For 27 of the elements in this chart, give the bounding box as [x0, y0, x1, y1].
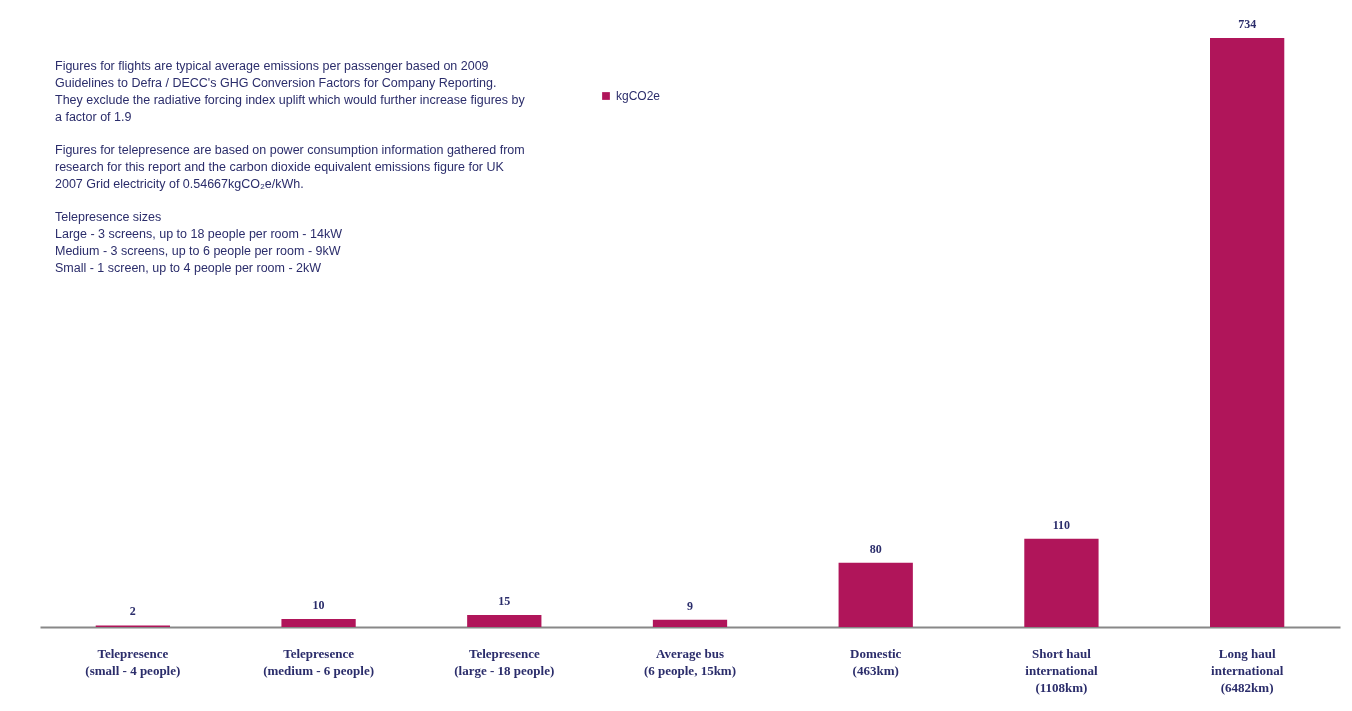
bar [1210, 38, 1285, 627]
x-tick-label: Domestic (463km) [850, 645, 902, 678]
bar [467, 614, 542, 627]
data-label: 110 [1052, 517, 1071, 532]
bar [838, 562, 913, 627]
data-label: 80 [869, 541, 882, 556]
x-tick-label: Telepresence (small - 4 people) [85, 645, 181, 678]
data-label: 734 [1238, 17, 1257, 31]
annotation: Small - 1 screen, up to 4 people per room - 2kW [55, 260, 323, 277]
x-tick-label: Long haul international (6482km) [1211, 645, 1284, 695]
annotation: Figures for telepresence are based on power consumption information gathered from research for this report and the carbon dioxide equivalent emissions figure for UK 2007 Grid electricity of 0.54667kgCO₂e/kWh. [55, 142, 525, 193]
x-tick-label: Average bus (6 people, 15km) [643, 645, 737, 678]
annotation: Large - 3 screens, up to 18 people per room - 14kW [55, 226, 343, 243]
annotation: Telepresence sizes [55, 209, 163, 226]
x-tick-label: Short haul international (1108km) [1025, 645, 1098, 695]
bar [652, 619, 728, 627]
data-label: 10 [312, 597, 325, 612]
x-tick-label: Telepresence (medium - 6 people) [263, 645, 374, 678]
x-tick-label: Telepresence (large - 18 people) [454, 645, 555, 678]
data-label: 2 [129, 604, 136, 619]
legend-label: kgCO2e [616, 89, 661, 103]
data-label: 15 [498, 593, 511, 608]
bar [1024, 538, 1099, 627]
annotation: Figures for flights are typical average emissions per passenger based on 2009 Guidelines to Defra / DECC's GHG Conversion Factors for Company Reporting. They exclude the radiative forcing index uplift which would further increase figures by a factor of 1.9 [55, 58, 525, 126]
bar [281, 618, 356, 627]
data-label: 9 [687, 598, 693, 613]
annotation: Medium - 3 screens, up to 6 people per room - 9kW [55, 243, 342, 260]
